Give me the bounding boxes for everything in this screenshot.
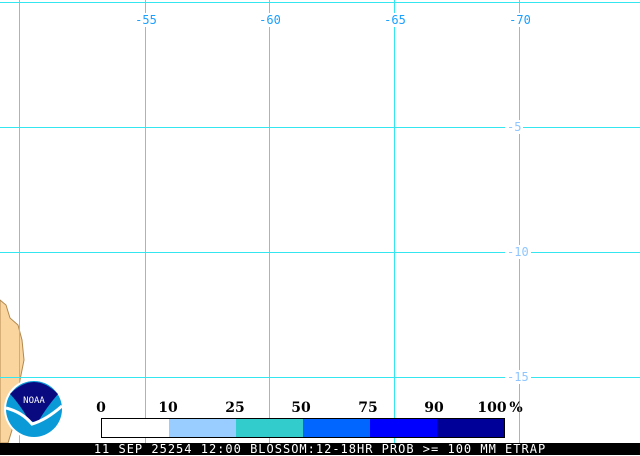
grid-line (519, 0, 520, 443)
color-scale-swatch (303, 419, 370, 437)
noaa-logo-text: NOAA (23, 396, 45, 406)
grid-line (0, 127, 640, 128)
noaa-logo: NOAA (4, 379, 64, 439)
legend-tick: 100 (477, 400, 507, 416)
grid-line (0, 252, 640, 253)
map-caption: 11 SEP 25254 12:00 BLOSSOM:12-18HR PROB … (0, 443, 640, 455)
legend-tick: 0 (96, 400, 106, 416)
legend-tick: 25 (225, 400, 245, 416)
latitude-label: -15 (505, 370, 531, 384)
legend-tick: 75 (358, 400, 378, 416)
color-scale-swatch (437, 419, 504, 437)
grid-line (145, 0, 146, 443)
longitude-label: -55 (133, 13, 159, 27)
longitude-label: -65 (382, 13, 408, 27)
latitude-label: -10 (505, 245, 531, 259)
longitude-label: -60 (257, 13, 283, 27)
latitude-label: -5 (505, 120, 524, 134)
legend-tick: 90 (424, 400, 444, 416)
grid-line (394, 0, 395, 443)
color-scale-swatch (169, 419, 236, 437)
grid-line (19, 0, 20, 443)
grid-line (0, 2, 640, 3)
legend-unit: % (509, 400, 523, 416)
legend-tick: 50 (291, 400, 311, 416)
color-scale-swatch (236, 419, 303, 437)
legend-tick: 10 (158, 400, 178, 416)
color-scale-bar (101, 418, 505, 438)
grid-line (0, 377, 640, 378)
grid-line (269, 0, 270, 443)
color-scale-swatch (370, 419, 437, 437)
color-scale-swatch (102, 419, 169, 437)
longitude-label: -70 (507, 13, 533, 27)
